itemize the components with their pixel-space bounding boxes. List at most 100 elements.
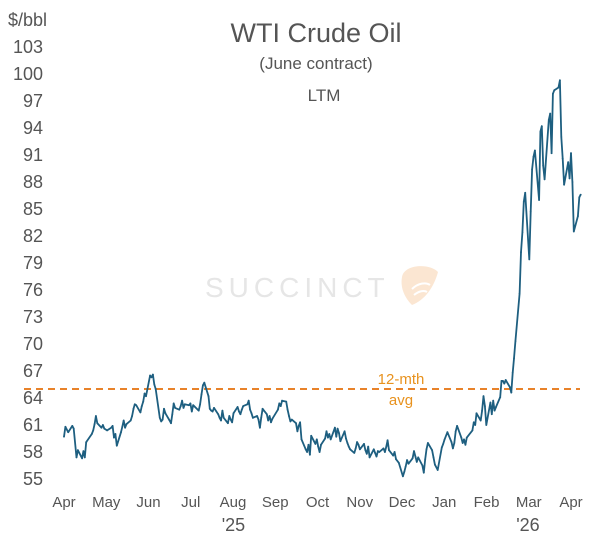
data-point — [278, 402, 281, 405]
data-point — [465, 436, 468, 439]
data-point — [560, 136, 563, 138]
data-point — [299, 421, 301, 424]
data-point — [246, 403, 249, 406]
data-point — [492, 399, 495, 402]
data-point — [240, 408, 243, 411]
data-point — [202, 384, 204, 387]
data-point — [160, 420, 163, 423]
data-point — [495, 406, 497, 408]
data-point — [256, 415, 258, 417]
data-point — [190, 410, 193, 413]
data-point — [567, 161, 570, 164]
data-point — [304, 448, 307, 451]
year-labels: '25 '26 — [222, 515, 540, 535]
y-tick-label: 94 — [23, 118, 43, 138]
data-point — [552, 92, 554, 95]
data-point — [353, 452, 356, 454]
data-point — [411, 457, 414, 460]
data-point — [577, 215, 579, 218]
data-point — [521, 231, 524, 234]
data-point — [67, 431, 70, 434]
data-point — [534, 149, 536, 152]
data-point — [514, 340, 517, 343]
data-point — [92, 429, 95, 432]
data-point — [289, 420, 292, 423]
data-point — [579, 193, 582, 196]
data-point — [307, 443, 310, 446]
x-tick-label: Feb — [474, 494, 500, 511]
data-point — [402, 475, 404, 478]
y-axis: 55 58 61 64 67 70 73 76 79 82 85 88 91 94 97 100 103 — [13, 37, 43, 489]
data-point — [143, 392, 146, 395]
data-point — [139, 411, 142, 414]
data-point — [334, 426, 336, 429]
data-point — [279, 405, 282, 407]
data-point — [100, 426, 103, 429]
data-point — [152, 373, 154, 376]
data-point — [395, 458, 397, 461]
data-point — [207, 395, 210, 398]
data-point — [339, 440, 342, 443]
data-point — [377, 450, 379, 452]
data-point — [464, 443, 467, 446]
data-point — [153, 383, 156, 386]
data-point — [188, 404, 190, 407]
data-point — [229, 418, 232, 421]
y-tick-label: 91 — [23, 145, 43, 165]
data-point — [297, 425, 300, 427]
data-point — [183, 403, 186, 406]
x-tick-label: Dec — [389, 494, 416, 511]
data-point — [511, 371, 514, 374]
data-point — [168, 419, 171, 422]
data-point — [83, 456, 86, 459]
data-point — [572, 230, 575, 233]
data-point — [378, 451, 381, 453]
data-point — [347, 445, 350, 448]
data-point — [522, 200, 525, 203]
data-point — [436, 469, 439, 471]
data-point — [288, 415, 290, 417]
data-point — [211, 410, 214, 413]
data-point — [85, 441, 88, 443]
data-point — [306, 451, 308, 453]
data-point — [407, 462, 410, 465]
data-point — [133, 403, 136, 406]
year-label: '26 — [516, 515, 539, 535]
data-point — [343, 430, 346, 433]
data-point — [561, 157, 564, 160]
y-tick-label: 79 — [23, 253, 43, 273]
data-point — [315, 438, 318, 441]
y-tick-label: 61 — [23, 415, 43, 435]
data-point — [309, 453, 311, 456]
data-point — [490, 413, 493, 416]
data-point — [75, 456, 78, 459]
data-point — [571, 181, 574, 183]
data-point — [90, 433, 93, 435]
data-point — [217, 413, 220, 416]
data-point — [113, 436, 115, 439]
data-point — [502, 380, 504, 382]
data-point — [364, 449, 367, 452]
data-point — [461, 442, 464, 444]
data-point — [382, 447, 385, 450]
data-point — [124, 426, 126, 429]
data-point — [122, 419, 125, 422]
data-point — [164, 412, 167, 415]
data-point — [563, 183, 565, 186]
data-point — [509, 386, 511, 389]
average-label-line1: 12-mth — [378, 371, 425, 388]
data-point — [77, 449, 79, 452]
data-point — [338, 432, 340, 434]
data-point — [529, 210, 532, 213]
data-point — [192, 404, 195, 407]
x-tick-label: Mar — [516, 494, 542, 511]
data-point — [115, 444, 118, 447]
data-point — [450, 441, 453, 443]
data-point — [335, 435, 338, 438]
x-tick-label: Apr — [52, 494, 75, 511]
data-point — [149, 374, 152, 377]
data-point — [474, 424, 477, 426]
x-tick-label: Nov — [346, 494, 373, 511]
data-point — [203, 381, 206, 384]
data-point — [384, 451, 386, 453]
